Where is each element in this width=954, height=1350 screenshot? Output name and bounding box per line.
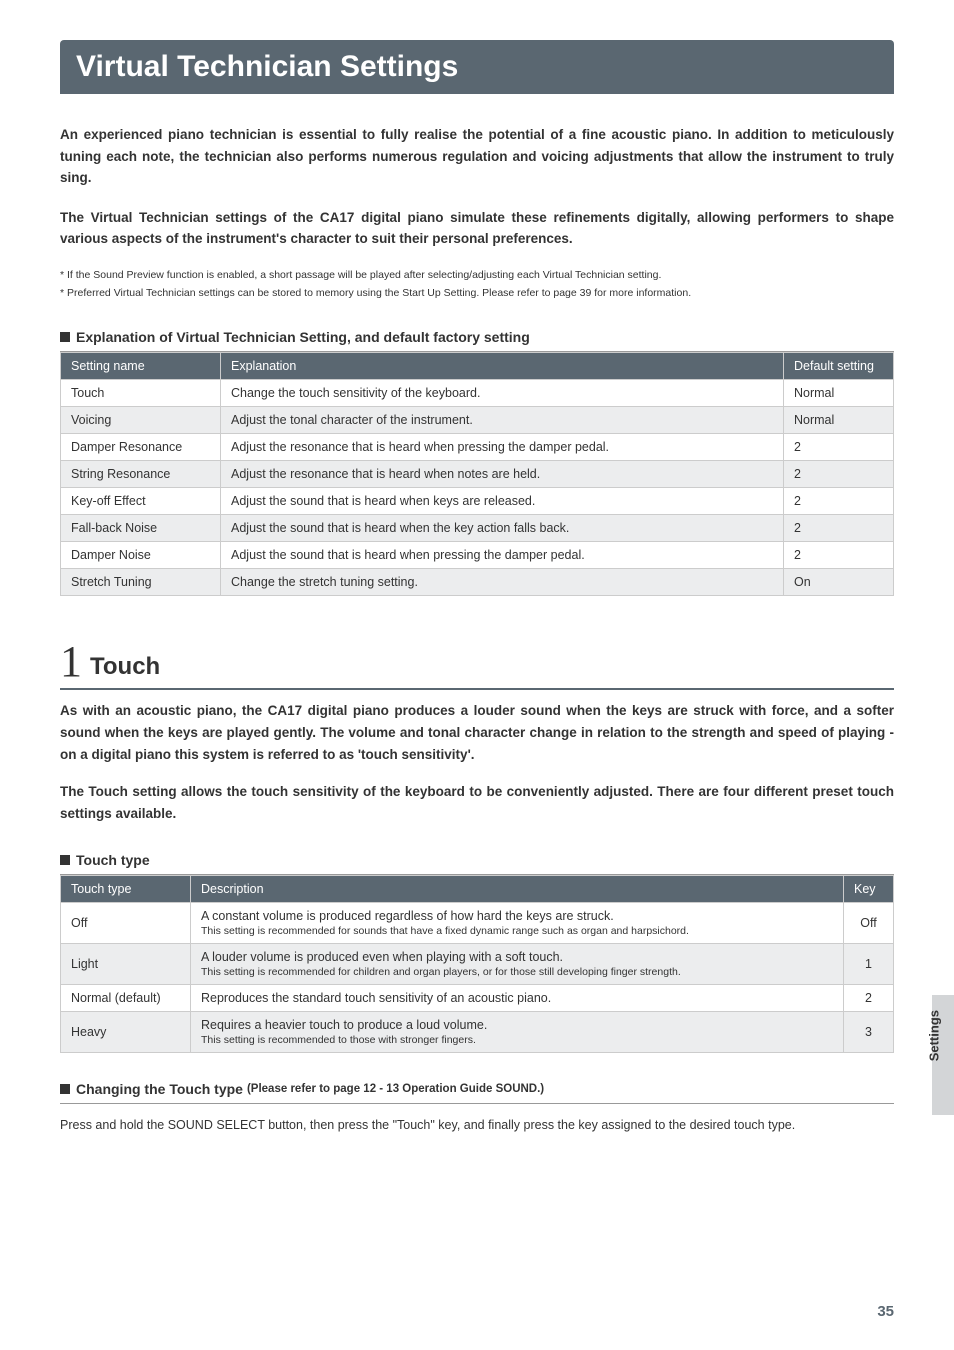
table-header-key: Key (844, 876, 894, 903)
setting-default: 2 (784, 461, 894, 488)
changing-heading-sub: (Please refer to page 12 - 13 Operation … (247, 1083, 544, 1095)
setting-explanation: Change the stretch tuning setting. (221, 569, 784, 596)
touch-paragraph-2: The Touch setting allows the touch sensi… (60, 781, 894, 824)
setting-explanation: Adjust the tonal character of the instru… (221, 407, 784, 434)
page-title-bar: Virtual Technician Settings (60, 40, 894, 94)
table-header-type: Touch type (61, 876, 191, 903)
setting-name: Damper Resonance (61, 434, 221, 461)
touch-type-name: Normal (default) (61, 985, 191, 1012)
table-row: Fall-back Noise Adjust the sound that is… (61, 515, 894, 542)
desc-sub: This setting is recommended for sounds t… (201, 925, 833, 937)
desc-main: A constant volume is produced regardless… (201, 909, 614, 923)
setting-default: 2 (784, 488, 894, 515)
setting-name: Key-off Effect (61, 488, 221, 515)
touch-type-description: A constant volume is produced regardless… (191, 903, 844, 944)
setting-name: Touch (61, 380, 221, 407)
touch-type-heading-text: Touch type (76, 852, 150, 868)
touch-type-name: Off (61, 903, 191, 944)
setting-default: Normal (784, 380, 894, 407)
desc-sub: This setting is recommended to those wit… (201, 1034, 833, 1046)
setting-name: Stretch Tuning (61, 569, 221, 596)
touch-paragraph-1: As with an acoustic piano, the CA17 digi… (60, 700, 894, 765)
setting-default: On (784, 569, 894, 596)
setting-explanation: Change the touch sensitivity of the keyb… (221, 380, 784, 407)
footnote-2: * Preferred Virtual Technician settings … (60, 286, 894, 302)
touch-type-name: Heavy (61, 1012, 191, 1053)
changing-body-text: Press and hold the SOUND SELECT button, … (60, 1116, 894, 1135)
table-row: Light A louder volume is produced even w… (61, 944, 894, 985)
setting-default: 2 (784, 515, 894, 542)
touch-type-description: Requires a heavier touch to produce a lo… (191, 1012, 844, 1053)
table-row: Damper Noise Adjust the sound that is he… (61, 542, 894, 569)
section-title: 1 Touch (60, 640, 894, 690)
section-name: Touch (90, 653, 160, 681)
table-header-name: Setting name (61, 353, 221, 380)
intro-paragraph-2: The Virtual Technician settings of the C… (60, 207, 894, 250)
setting-name: Fall-back Noise (61, 515, 221, 542)
table-row: Key-off Effect Adjust the sound that is … (61, 488, 894, 515)
table-header-explanation: Explanation (221, 353, 784, 380)
touch-type-name: Light (61, 944, 191, 985)
setting-name: String Resonance (61, 461, 221, 488)
touch-type-key: 2 (844, 985, 894, 1012)
touch-type-heading: Touch type (60, 852, 894, 875)
explanation-heading: Explanation of Virtual Technician Settin… (60, 329, 894, 352)
table-row: Voicing Adjust the tonal character of th… (61, 407, 894, 434)
setting-name: Damper Noise (61, 542, 221, 569)
setting-explanation: Adjust the sound that is heard when keys… (221, 488, 784, 515)
changing-heading: Changing the Touch type (Please refer to… (60, 1081, 894, 1104)
intro-paragraph-1: An experienced piano technician is essen… (60, 124, 894, 189)
settings-table: Setting name Explanation Default setting… (60, 352, 894, 596)
setting-explanation: Adjust the resonance that is heard when … (221, 461, 784, 488)
section-number: 1 (60, 640, 82, 684)
touch-type-description: Reproduces the standard touch sensitivit… (191, 985, 844, 1012)
table-row: Heavy Requires a heavier touch to produc… (61, 1012, 894, 1053)
desc-main: Reproduces the standard touch sensitivit… (201, 991, 551, 1005)
table-row: Touch Change the touch sensitivity of th… (61, 380, 894, 407)
footnote-1: * If the Sound Preview function is enabl… (60, 268, 894, 284)
table-row: Off A constant volume is produced regard… (61, 903, 894, 944)
table-row: String Resonance Adjust the resonance th… (61, 461, 894, 488)
table-row: Normal (default) Reproduces the standard… (61, 985, 894, 1012)
side-section-label: Settings (926, 1010, 941, 1061)
table-row: Stretch Tuning Change the stretch tuning… (61, 569, 894, 596)
page-number: 35 (877, 1303, 894, 1320)
table-header-description: Description (191, 876, 844, 903)
setting-explanation: Adjust the sound that is heard when pres… (221, 542, 784, 569)
explanation-heading-text: Explanation of Virtual Technician Settin… (76, 329, 530, 345)
touch-type-table: Touch type Description Key Off A constan… (60, 875, 894, 1053)
desc-main: A louder volume is produced even when pl… (201, 950, 563, 964)
setting-default: Normal (784, 407, 894, 434)
desc-sub: This setting is recommended for children… (201, 966, 833, 978)
setting-name: Voicing (61, 407, 221, 434)
setting-default: 2 (784, 542, 894, 569)
touch-type-description: A louder volume is produced even when pl… (191, 944, 844, 985)
touch-type-key: Off (844, 903, 894, 944)
touch-type-key: 1 (844, 944, 894, 985)
setting-explanation: Adjust the sound that is heard when the … (221, 515, 784, 542)
desc-main: Requires a heavier touch to produce a lo… (201, 1018, 487, 1032)
touch-type-key: 3 (844, 1012, 894, 1053)
table-header-default: Default setting (784, 353, 894, 380)
table-row: Damper Resonance Adjust the resonance th… (61, 434, 894, 461)
setting-explanation: Adjust the resonance that is heard when … (221, 434, 784, 461)
setting-default: 2 (784, 434, 894, 461)
changing-heading-text: Changing the Touch type (76, 1081, 243, 1097)
